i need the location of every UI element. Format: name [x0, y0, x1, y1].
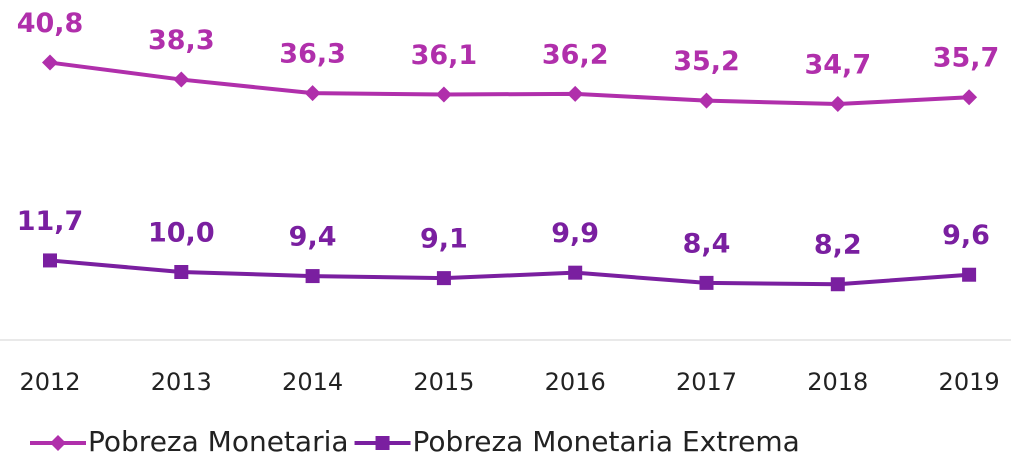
series-line — [49, 60, 970, 107]
data-point — [305, 269, 320, 284]
data-point — [436, 271, 451, 286]
data-point — [435, 86, 452, 103]
data-point — [961, 89, 978, 106]
data-point — [174, 265, 189, 279]
data-point — [568, 265, 583, 280]
data-label: 11,7 — [17, 206, 84, 237]
x-tick-label: 2016 — [545, 368, 606, 396]
data-label: 9,9 — [551, 218, 599, 249]
data-label: 34,7 — [804, 50, 871, 81]
data-label: 10,0 — [148, 218, 215, 249]
data-point — [830, 277, 845, 292]
legend-label: Pobreza Monetaria — [88, 425, 349, 458]
data-label: 8,2 — [814, 230, 862, 261]
data-label: 9,6 — [942, 220, 990, 251]
data-label: 9,4 — [289, 222, 337, 253]
data-label: 36,3 — [279, 39, 346, 70]
data-point — [43, 253, 57, 268]
x-tick-label: 2019 — [939, 368, 1000, 396]
data-point — [173, 71, 190, 88]
data-label: 38,3 — [148, 25, 215, 56]
data-point — [962, 267, 977, 282]
data-label: 35,2 — [673, 46, 740, 77]
data-point — [304, 85, 321, 102]
data-point — [567, 85, 584, 102]
data-label: 36,1 — [411, 40, 478, 71]
x-tick-label: 2012 — [19, 368, 80, 396]
data-label: 35,7 — [933, 43, 1000, 74]
data-label: 36,2 — [542, 39, 609, 70]
data-label: 40,8 — [17, 8, 84, 39]
data-point — [42, 54, 58, 71]
legend-marker — [375, 436, 390, 450]
data-point — [698, 92, 715, 109]
x-tick-label: 2017 — [676, 368, 737, 396]
x-tick-label: 2014 — [282, 368, 343, 396]
data-point — [699, 275, 714, 290]
x-tick-label: 2013 — [151, 368, 212, 396]
series-line — [49, 258, 970, 287]
x-tick-label: 2018 — [807, 368, 868, 396]
data-point — [829, 96, 846, 113]
legend-label: Pobreza Monetaria Extrema — [413, 425, 800, 458]
legend-marker — [50, 435, 66, 451]
x-tick-label: 2015 — [413, 368, 474, 396]
data-label: 8,4 — [683, 228, 731, 259]
data-label: 9,1 — [420, 224, 468, 255]
